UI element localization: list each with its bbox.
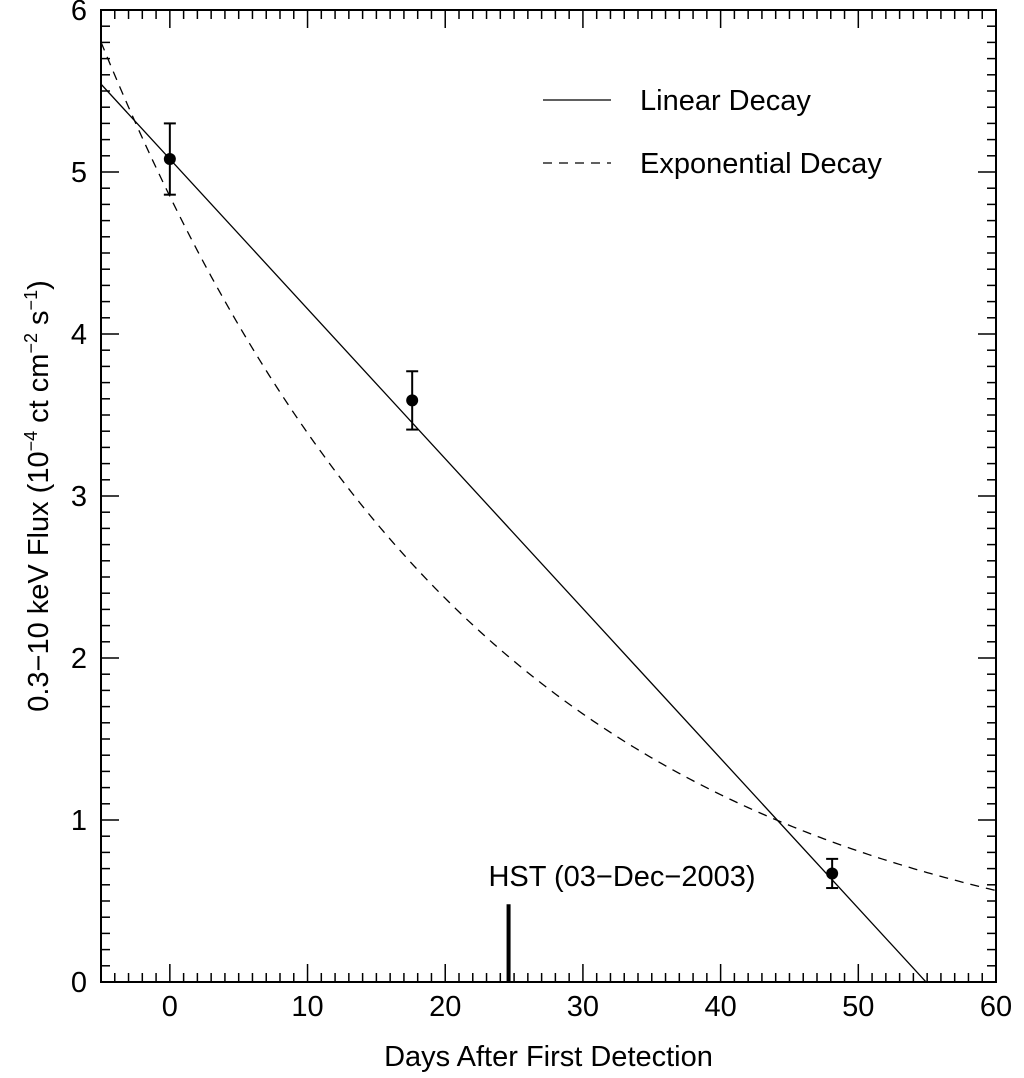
data-point-2 — [826, 857, 839, 890]
plot-layer — [101, 41, 996, 982]
y-tick-label: 2 — [71, 643, 87, 675]
y-tick-label: 1 — [71, 805, 87, 837]
data-marker — [163, 153, 176, 166]
x-tick-label: 20 — [429, 991, 461, 1023]
x-axis-title: Days After First Detection — [384, 1041, 713, 1073]
y-tick-label: 4 — [71, 319, 87, 351]
y-tick-label: 6 — [71, 0, 87, 27]
y-axis-title: 0.3−10 keV Flux (10−4 ct cm−2 s−1) — [21, 280, 55, 712]
legend-label-linear: Linear Decay — [640, 85, 811, 117]
data-point-0 — [163, 122, 176, 196]
data-marker — [826, 867, 839, 880]
y-axis-title-exp1: −4 — [21, 431, 41, 452]
data-point-1 — [406, 370, 419, 431]
y-axis-title-exp3: −1 — [21, 290, 41, 311]
x-tick-label: 30 — [567, 991, 599, 1023]
x-tick-label: 0 — [162, 991, 178, 1023]
y-tick-label: 3 — [71, 481, 87, 513]
y-axis-title-mid2: s — [23, 310, 55, 333]
y-axis-title-exp2: −2 — [21, 333, 41, 354]
x-tick-label: 50 — [842, 991, 874, 1023]
data-marker — [406, 394, 419, 407]
x-tick-label: 60 — [980, 991, 1012, 1023]
linear-decay-line — [101, 83, 927, 982]
y-axis-title-base: 0.3−10 keV Flux (10 — [23, 451, 55, 711]
x-tick-label: 10 — [291, 991, 323, 1023]
y-tick-label: 0 — [71, 967, 87, 999]
axes-layer: 0 10 20 30 40 50 60 0 1 2 3 4 5 6 — [71, 0, 1012, 1023]
y-tick-label: 5 — [71, 157, 87, 189]
legend-label-exponential: Exponential Decay — [640, 148, 882, 180]
x-tick-label: 40 — [704, 991, 736, 1023]
hst-annotation-label: HST (03−Dec−2003) — [488, 861, 755, 893]
y-axis-title-mid: ct cm — [23, 354, 55, 431]
legend: Linear Decay Exponential Decay — [543, 85, 882, 180]
y-axis-title-end: ) — [23, 280, 55, 290]
exponential-decay-curve — [101, 41, 996, 892]
